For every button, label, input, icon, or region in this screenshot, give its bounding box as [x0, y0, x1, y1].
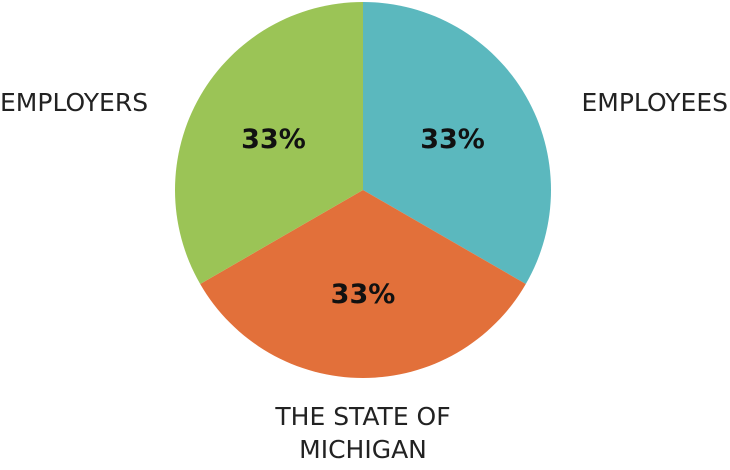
value-label: 33%	[331, 279, 396, 310]
pie-slice	[200, 190, 526, 378]
pie-slice	[174, 2, 363, 284]
pie-slice	[363, 2, 551, 284]
category-label: THE STATE OF MICHIGAN	[275, 402, 451, 464]
category-label: EMPLOYEES	[581, 88, 728, 117]
category-label: EMPLOYERS	[0, 88, 149, 117]
value-label: 33%	[420, 124, 485, 155]
value-label: 33%	[241, 124, 306, 155]
